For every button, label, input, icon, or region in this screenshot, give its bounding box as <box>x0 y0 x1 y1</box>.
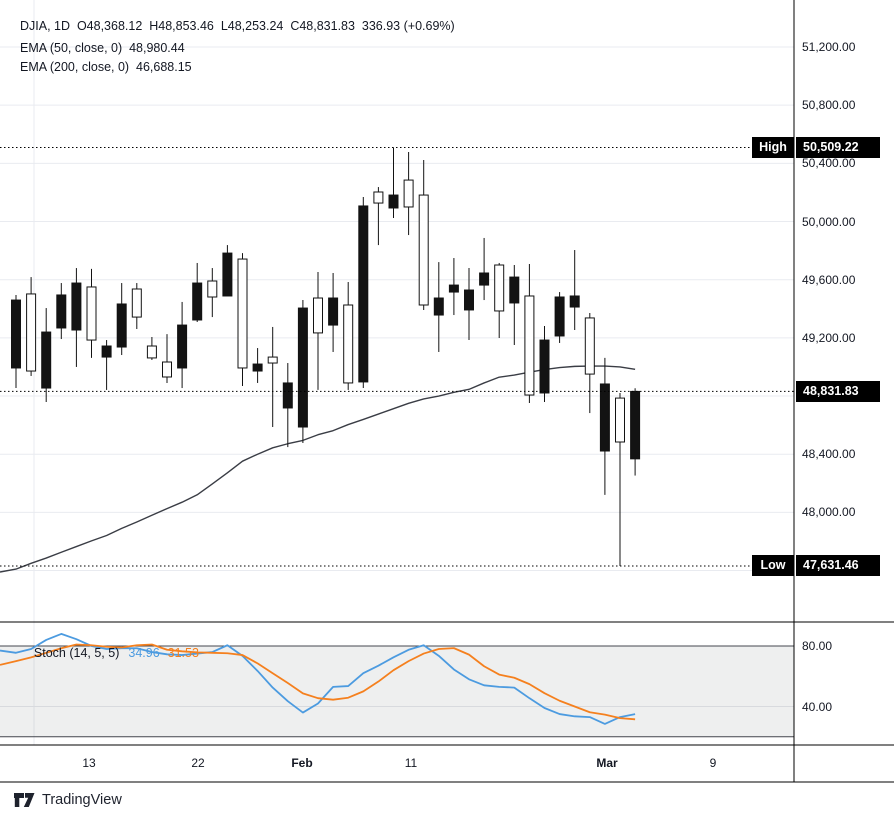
candle-down <box>146 345 157 359</box>
candle-down <box>403 179 414 208</box>
candle-up <box>630 390 641 460</box>
candle-up <box>71 282 82 331</box>
candle-up <box>433 297 444 316</box>
candle-down <box>615 397 625 443</box>
time-axis-label: 13 <box>82 756 96 770</box>
candle-up <box>222 252 233 297</box>
high-value-badge: 50,509.22 <box>796 136 880 158</box>
candle-down <box>207 280 218 298</box>
candle-down <box>584 317 595 375</box>
time-axis-label: 11 <box>404 756 418 770</box>
pane-separators <box>0 0 894 783</box>
candle-up <box>479 272 490 286</box>
price-axis-label: 50,800.00 <box>802 98 856 113</box>
legend-ema50-line[interactable]: EMA (50, close, 0) 48,980.44 <box>20 41 185 55</box>
candle-down <box>313 297 323 334</box>
time-axis-label: Feb <box>291 756 313 770</box>
candle-down <box>131 288 142 318</box>
tradingview-wordmark: TradingView <box>42 792 122 808</box>
candle-up <box>252 363 263 372</box>
legend-ohlc-line[interactable]: DJIA, 1D O48,368.12 H48,853.46 L48,253.2… <box>20 19 455 33</box>
stoch-band <box>0 645 794 738</box>
price-axis-label: 48,000.00 <box>802 505 856 520</box>
candle-up <box>116 303 127 348</box>
time-axis-label: 9 <box>709 756 717 770</box>
candle-up <box>599 383 610 452</box>
candle-up <box>388 194 399 209</box>
stoch-d-value: 31.53 <box>167 646 199 660</box>
level-lines <box>0 146 794 567</box>
candle-up <box>177 324 188 369</box>
stoch-d-line <box>0 643 636 721</box>
stoch-legend[interactable]: Stoch (14, 5, 5) 34.96 31.53 <box>20 632 199 674</box>
candle-down <box>418 194 429 306</box>
candle-up <box>358 205 369 383</box>
candle-down <box>343 304 354 384</box>
price-axis-label: 50,400.00 <box>802 156 856 171</box>
tradingview-logo[interactable]: TradingView <box>14 792 122 808</box>
price-axis-label: 48,400.00 <box>802 447 856 462</box>
candle-up <box>539 339 550 394</box>
last-price-badge: 48,831.83 <box>796 380 880 402</box>
candle-up <box>297 307 308 428</box>
price-axis-label: 49,600.00 <box>802 272 856 287</box>
tradingview-icon <box>14 792 35 807</box>
candle-up <box>569 295 580 308</box>
candle-up <box>464 289 474 311</box>
candle-up <box>554 296 565 337</box>
price-axis-label: 51,200.00 <box>802 40 856 54</box>
candle-down <box>162 361 172 378</box>
candles-layer <box>11 147 641 566</box>
candle-up <box>448 284 459 293</box>
stoch-axis-label: 80.00 <box>802 639 833 653</box>
candle-up <box>41 331 52 389</box>
price-axis-label: 49,200.00 <box>802 330 856 345</box>
candle-down <box>86 286 97 341</box>
low-value-badge: 47,631.46 <box>796 555 880 577</box>
candle-down <box>237 258 248 369</box>
candle-down <box>524 295 535 396</box>
candle-up <box>56 294 67 329</box>
legend-ema200-line[interactable]: EMA (200, close, 0) 46,688.15 <box>20 60 192 74</box>
stoch-k-line <box>0 633 636 725</box>
candle-up <box>101 345 112 358</box>
ema50-line <box>0 365 636 573</box>
candle-up <box>282 382 293 409</box>
low-label-badge: Low <box>752 555 794 577</box>
candle-down <box>26 293 37 372</box>
stoch-title: Stoch (14, 5, 5) <box>33 646 120 660</box>
candle-up <box>509 276 520 304</box>
high-label-badge: High <box>752 136 794 158</box>
gridlines-layer <box>0 0 794 745</box>
candle-up <box>328 297 339 326</box>
stoch-axis-label: 40.00 <box>802 699 833 714</box>
candle-down <box>267 356 278 364</box>
candle-down <box>494 264 505 312</box>
candle-down <box>373 191 384 204</box>
stoch-k-value: 34.96 <box>128 646 160 660</box>
time-axis-label: 22 <box>191 756 205 770</box>
candle-up <box>192 282 203 321</box>
price-axis-label: 50,000.00 <box>802 214 856 229</box>
candle-up <box>11 299 21 369</box>
time-axis-label: Mar <box>596 756 618 770</box>
